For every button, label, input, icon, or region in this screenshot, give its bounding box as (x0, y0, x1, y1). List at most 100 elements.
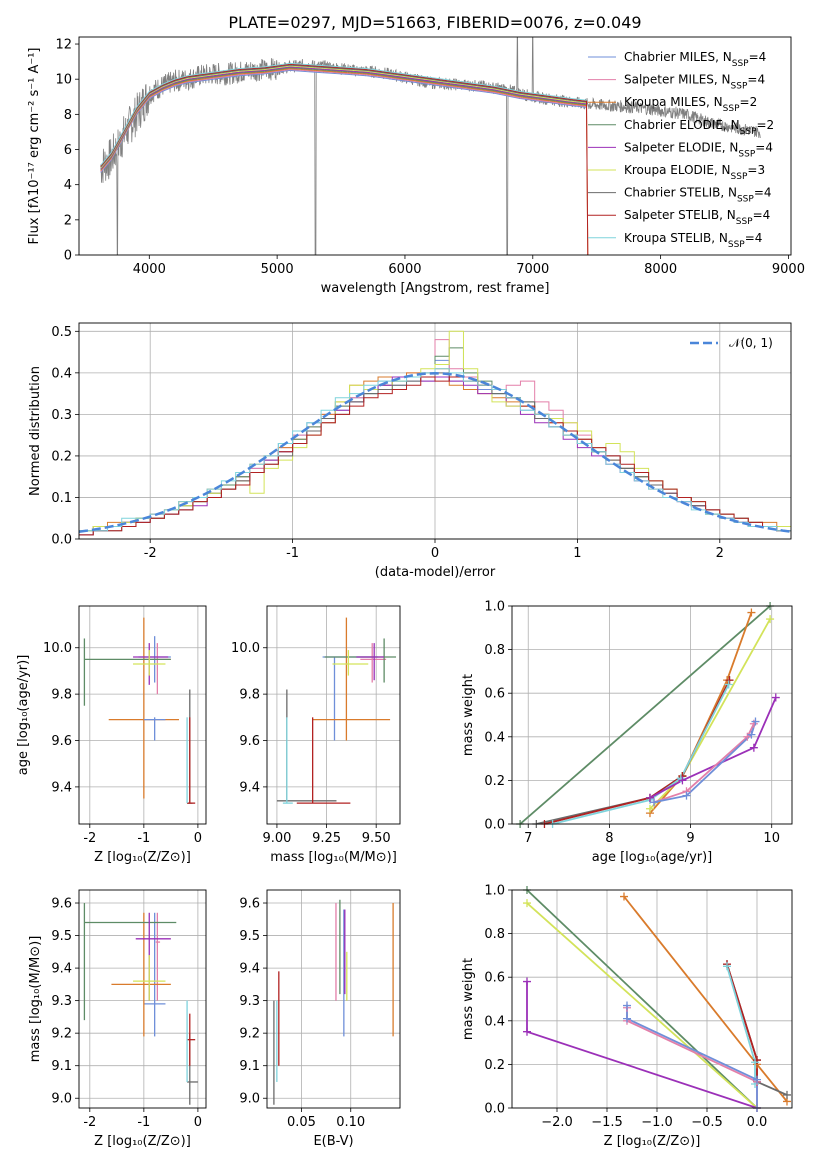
axes-frame (78, 322, 792, 540)
x-tick-label: 6000 (388, 262, 421, 277)
y-tick-label: 6 (64, 143, 72, 158)
panel-4: 7 8 9 10 0.0 0.2 0.4 0.6 0.8 1.0 age [log₁₀(age/yr… (461, 600, 793, 865)
x-tick-label: −1.0 (641, 1115, 673, 1130)
y-tick-label: 10 (55, 73, 72, 88)
model-line (100, 66, 587, 170)
y-tick-label: 9.4 (51, 962, 72, 977)
panel-2: -2 -1 0 9.4 9.6 9.8 10.0 Z [log₁₀(Z/Z⊙)] age [lo… (16, 605, 207, 865)
y-tick-label: 1.0 (484, 600, 505, 615)
legend-label: Salpeter MILES, NSSP=4 (624, 73, 765, 92)
point-marker (749, 743, 758, 752)
y-tick-label: 0.6 (484, 971, 505, 986)
series-line (726, 966, 756, 1084)
y-tick-label: 9.1 (51, 1059, 72, 1074)
y-tick-label: 9.8 (239, 688, 260, 703)
point-marker (523, 899, 531, 908)
normal-curve (79, 372, 791, 533)
x-tick-label: -2 (83, 831, 96, 846)
legend-label: Kroupa ELODIE, NSSP=3 (624, 163, 765, 182)
series-line (519, 606, 771, 824)
y-tick-label: 0.8 (484, 927, 505, 942)
y-tick-label: 9.0 (51, 1092, 72, 1107)
x-tick-label: −0.5 (691, 1115, 723, 1130)
data-point (356, 643, 385, 681)
y-tick-label: 9.3 (51, 994, 72, 1009)
x-tick-label: 0 (194, 831, 202, 846)
y-tick-label: 9.8 (51, 688, 72, 703)
axes-frame (78, 36, 792, 256)
x-tick-label: 2 (716, 546, 724, 561)
y-tick-label: 9.4 (239, 962, 260, 977)
legend-label: Salpeter STELIB, NSSP=4 (624, 208, 770, 227)
model-line (100, 64, 587, 168)
x-tick-label: -2 (83, 1115, 96, 1130)
y-tick-label: 12 (55, 38, 72, 53)
data-point (108, 617, 179, 799)
point-marker (743, 732, 752, 741)
legend-label: Chabrier STELIB, NSSP=4 (624, 186, 772, 205)
x-tick-label: 7000 (516, 262, 549, 277)
series-line (626, 1007, 758, 1108)
legend-label: Kroupa MILES, NSSP=2 (624, 95, 757, 114)
x-tick-label: 5000 (261, 262, 294, 277)
data-point (111, 912, 171, 1037)
legend-label: Chabrier MILES, NSSP=4 (624, 50, 766, 69)
y-tick-label: 0.4 (484, 730, 505, 745)
y-axis-label: mass weight (461, 958, 476, 1040)
x-tick-label: 0 (431, 546, 439, 561)
legend-label: 𝒩(0, 1) (729, 336, 773, 350)
y-tick-label: 9.2 (51, 1027, 72, 1042)
y-axis-label: mass weight (461, 674, 476, 756)
data-point (83, 903, 177, 1021)
y-tick-label: 10.0 (43, 641, 72, 656)
axes-frame (78, 605, 207, 825)
data-point (324, 638, 397, 683)
model-line (100, 63, 589, 255)
y-tick-label: 0.2 (51, 449, 72, 464)
point-marker (623, 1014, 631, 1023)
data-point (133, 650, 166, 676)
x-tick-label: 9 (686, 831, 694, 846)
point-marker (751, 1058, 759, 1067)
x-tick-label: 8000 (644, 262, 677, 277)
x-axis-label: mass [log₁₀(M/M⊙)] (270, 850, 397, 865)
plot-area (83, 617, 196, 804)
model-line (100, 62, 587, 166)
series-line (526, 981, 758, 1108)
chart-title: PLATE=0297, MJD=51663, FIBERID=0076, z=0… (228, 13, 641, 32)
y-tick-label: 0.4 (484, 1014, 505, 1029)
point-marker (620, 892, 628, 901)
y-tick-label: 0.0 (484, 1102, 505, 1117)
point-marker (645, 804, 654, 813)
x-tick-label: 7 (524, 831, 532, 846)
x-tick-label: 4000 (133, 262, 166, 277)
y-tick-label: 10.0 (231, 641, 260, 656)
x-tick-label: 0.0 (747, 1115, 768, 1130)
legend-label: Chabrier ELODIE, NSSP=2 (624, 118, 774, 137)
x-tick-label: 9000 (772, 262, 805, 277)
series-line (653, 723, 755, 804)
y-tick-label: 9.6 (239, 734, 260, 749)
data-point (135, 912, 171, 1001)
axes-frame (511, 605, 793, 825)
point-marker (678, 776, 687, 785)
y-axis-label: Normed distribution (28, 366, 43, 496)
x-tick-label: -2 (144, 546, 157, 561)
data-point (143, 717, 166, 741)
data-point (187, 1013, 196, 1066)
series-line (653, 721, 757, 804)
plot-area (100, 37, 761, 255)
point-marker (645, 793, 654, 802)
y-tick-label: 9.6 (51, 734, 72, 749)
y-tick-label: 9.6 (51, 897, 72, 912)
plot-area (526, 890, 788, 1108)
panel-7: −2.0 −1.5 −1.0 −0.5 0.0 0.0 0.2 0.4 0.6 0.8 1.0 Z [… (461, 884, 793, 1149)
legend-label: Kroupa STELIB, NSSP=4 (624, 231, 762, 250)
y-tick-label: 0.4 (51, 366, 72, 381)
y-tick-label: 0.1 (51, 491, 72, 506)
x-tick-label: -1 (137, 831, 150, 846)
point-marker (682, 791, 691, 800)
plot-area (276, 617, 397, 804)
data-point (282, 717, 293, 804)
point-marker (753, 1075, 761, 1084)
